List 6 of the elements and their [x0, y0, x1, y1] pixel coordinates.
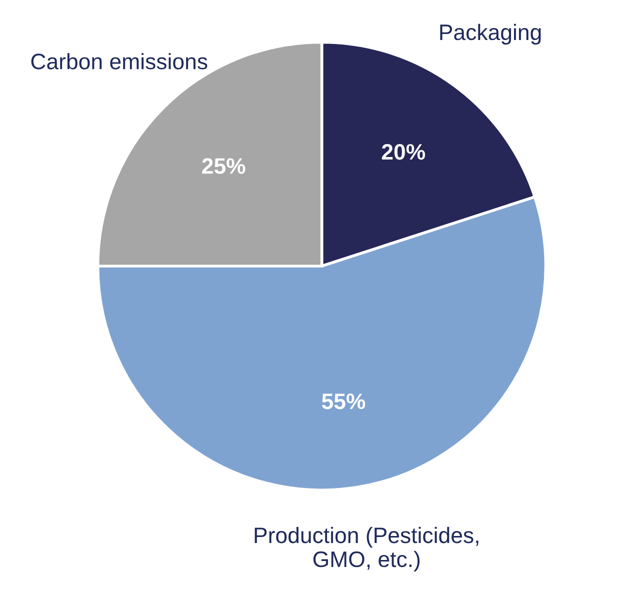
data-label: 20% — [382, 144, 426, 160]
slice-label: Production (Pesticides, GMO, etc.) — [254, 526, 478, 572]
data-label: 25% — [202, 158, 246, 174]
data-label: 55% — [322, 394, 366, 410]
slice-label: Packaging — [440, 24, 541, 45]
slice-label: Carbon emissions — [31, 53, 208, 70]
